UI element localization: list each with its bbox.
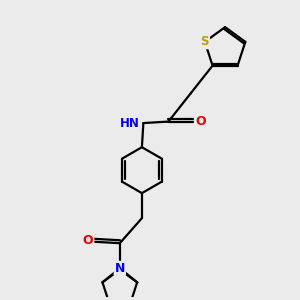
Text: HN: HN [120,117,140,130]
Text: S: S [201,35,209,48]
Text: O: O [195,115,206,128]
Text: N: N [115,262,125,275]
Text: O: O [83,234,93,247]
